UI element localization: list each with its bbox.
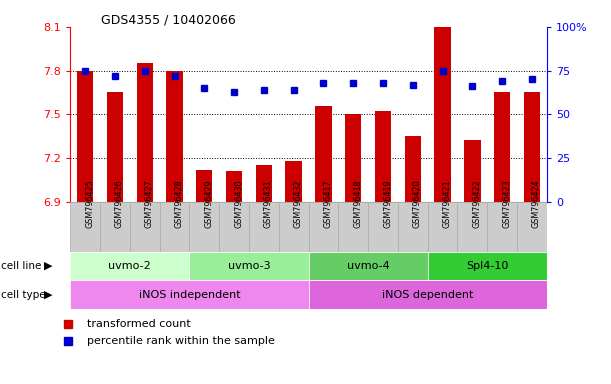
Bar <box>368 202 398 252</box>
Bar <box>70 280 309 309</box>
Bar <box>189 252 309 280</box>
Text: GSM796421: GSM796421 <box>442 180 452 228</box>
Bar <box>464 141 481 202</box>
Text: GSM796428: GSM796428 <box>175 180 183 228</box>
Bar <box>488 202 517 252</box>
Bar <box>494 93 510 202</box>
Bar <box>255 165 272 202</box>
Bar <box>219 202 249 252</box>
Text: uvmo-4: uvmo-4 <box>347 261 389 271</box>
Text: GSM796431: GSM796431 <box>264 180 273 228</box>
Text: ▶: ▶ <box>44 290 53 300</box>
Text: Spl4-10: Spl4-10 <box>466 261 508 271</box>
Text: iNOS dependent: iNOS dependent <box>382 290 474 300</box>
Text: uvmo-3: uvmo-3 <box>228 261 270 271</box>
Bar <box>309 280 547 309</box>
Text: GSM796427: GSM796427 <box>145 180 154 228</box>
Text: cell line: cell line <box>1 261 42 271</box>
Text: GSM796423: GSM796423 <box>502 180 511 228</box>
Text: percentile rank within the sample: percentile rank within the sample <box>87 336 274 346</box>
Bar <box>434 27 451 202</box>
Bar <box>70 202 100 252</box>
Bar <box>428 202 458 252</box>
Bar <box>70 252 189 280</box>
Bar <box>159 202 189 252</box>
Bar <box>404 136 421 202</box>
Text: GSM796422: GSM796422 <box>472 180 481 228</box>
Bar <box>107 93 123 202</box>
Text: GSM796419: GSM796419 <box>383 180 392 228</box>
Bar <box>375 111 391 202</box>
Text: uvmo-2: uvmo-2 <box>109 261 151 271</box>
Bar <box>189 202 219 252</box>
Bar <box>315 106 332 202</box>
Text: iNOS independent: iNOS independent <box>139 290 240 300</box>
Bar <box>338 202 368 252</box>
Bar <box>309 202 338 252</box>
Bar <box>77 71 93 202</box>
Bar <box>309 252 428 280</box>
Text: GSM796429: GSM796429 <box>204 180 213 228</box>
Bar <box>136 63 153 202</box>
Text: GDS4355 / 10402066: GDS4355 / 10402066 <box>101 13 236 26</box>
Bar <box>279 202 309 252</box>
Bar <box>458 202 488 252</box>
Text: transformed count: transformed count <box>87 319 191 329</box>
Bar <box>285 161 302 202</box>
Text: GSM796426: GSM796426 <box>115 180 124 228</box>
Text: GSM796430: GSM796430 <box>234 180 243 228</box>
Text: GSM796424: GSM796424 <box>532 180 541 228</box>
Text: GSM796420: GSM796420 <box>413 180 422 228</box>
Bar <box>130 202 159 252</box>
Bar <box>345 114 362 202</box>
Text: GSM796432: GSM796432 <box>294 180 302 228</box>
Text: ▶: ▶ <box>44 261 53 271</box>
Text: GSM796418: GSM796418 <box>353 180 362 228</box>
Bar <box>100 202 130 252</box>
Text: GSM796417: GSM796417 <box>323 180 332 228</box>
Bar <box>196 170 213 202</box>
Text: GSM796425: GSM796425 <box>85 180 94 228</box>
Text: cell type: cell type <box>1 290 46 300</box>
Bar <box>398 202 428 252</box>
Bar <box>524 93 540 202</box>
Bar <box>428 252 547 280</box>
Bar <box>226 171 243 202</box>
Bar <box>249 202 279 252</box>
Bar <box>517 202 547 252</box>
Bar <box>166 71 183 202</box>
